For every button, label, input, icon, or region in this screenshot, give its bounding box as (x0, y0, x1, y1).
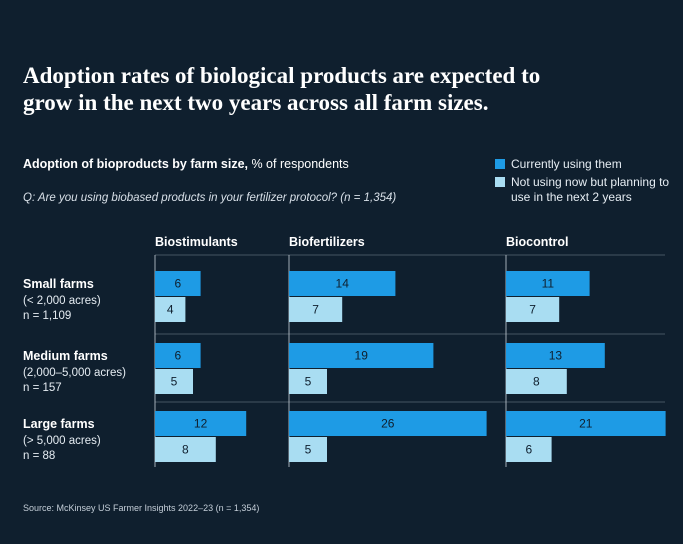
bar-biostimulants-current-row1 (155, 343, 201, 368)
legend: Currently using them Not using now but p… (495, 157, 671, 208)
chart-subtitle: Adoption of bioproducts by farm size, % … (23, 157, 349, 171)
bar-label-biofertilizers-planned-row0: 7 (312, 303, 319, 317)
legend-item-current: Currently using them (495, 157, 671, 172)
bar-label-biofertilizers-planned-row1: 5 (305, 375, 312, 389)
legend-label-current: Currently using them (511, 157, 622, 171)
row-label-2: Large farms (23, 417, 95, 431)
survey-question: Q: Are you using biobased products in yo… (23, 192, 397, 204)
bar-biocontrol-current-row1 (506, 343, 605, 368)
bar-label-biocontrol-current-row2: 21 (579, 417, 593, 431)
legend-swatch-planned (495, 177, 505, 187)
bar-biostimulants-current-row0 (155, 271, 201, 296)
bar-label-biofertilizers-planned-row2: 5 (305, 443, 312, 457)
column-header-biofertilizers: Biofertilizers (289, 235, 365, 249)
row-detail-2: (> 5,000 acres) (23, 435, 101, 447)
bar-biocontrol-planned-row1 (506, 369, 567, 394)
legend-label-planned: Not using now but planning to use in the… (511, 175, 670, 204)
row-n-2: n = 88 (23, 450, 55, 462)
bar-biofertilizers-planned-row0 (289, 297, 343, 322)
bar-label-biofertilizers-current-row2: 26 (381, 417, 395, 431)
bar-label-biostimulants-planned-row1: 5 (171, 375, 178, 389)
column-header-biostimulants: Biostimulants (155, 235, 238, 249)
bar-label-biocontrol-current-row0: 11 (542, 277, 555, 291)
bar-biofertilizers-current-row1 (289, 343, 434, 368)
legend-item-planned: Not using now but planning to use in the… (495, 175, 671, 205)
title-line-1: Adoption rates of biological products ar… (23, 63, 541, 88)
bar-biostimulants-planned-row2 (155, 437, 216, 462)
bar-label-biocontrol-current-row1: 13 (549, 349, 563, 363)
bar-label-biocontrol-planned-row2: 6 (525, 443, 532, 457)
bar-biocontrol-current-row0 (506, 271, 590, 296)
row-n-0: n = 1,109 (23, 310, 71, 322)
row-n-1: n = 157 (23, 382, 62, 394)
title-line-2: grow in the next two years across all fa… (23, 90, 489, 115)
bar-biocontrol-current-row2 (506, 411, 666, 436)
bar-biostimulants-planned-row0 (155, 297, 186, 322)
bar-biocontrol-planned-row2 (506, 437, 552, 462)
chart-title: Adoption rates of biological products ar… (23, 62, 643, 116)
bar-label-biostimulants-planned-row2: 8 (182, 443, 189, 457)
source-note: Source: McKinsey US Farmer Insights 2022… (23, 503, 260, 513)
subtitle-bold: Adoption of bioproducts by farm size, (23, 157, 248, 171)
bar-biofertilizers-planned-row2 (289, 437, 327, 462)
row-label-1: Medium farms (23, 349, 108, 363)
column-header-biocontrol: Biocontrol (506, 235, 569, 249)
bar-label-biostimulants-planned-row0: 4 (167, 303, 174, 317)
bar-label-biostimulants-current-row2: 12 (194, 417, 208, 431)
bar-label-biostimulants-current-row1: 6 (174, 349, 181, 363)
bar-biofertilizers-current-row2 (289, 411, 487, 436)
bar-biostimulants-planned-row1 (155, 369, 193, 394)
row-detail-1: (2,000–5,000 acres) (23, 367, 126, 379)
bar-biocontrol-planned-row0 (506, 297, 560, 322)
bar-label-biostimulants-current-row0: 6 (174, 277, 181, 291)
bar-biostimulants-current-row2 (155, 411, 247, 436)
row-detail-0: (< 2,000 acres) (23, 295, 101, 307)
bar-label-biocontrol-planned-row1: 8 (533, 375, 540, 389)
bar-biofertilizers-planned-row1 (289, 369, 327, 394)
bar-label-biocontrol-planned-row0: 7 (529, 303, 536, 317)
row-label-0: Small farms (23, 277, 94, 291)
bar-biofertilizers-current-row0 (289, 271, 396, 296)
bar-label-biofertilizers-current-row0: 14 (336, 277, 350, 291)
bar-label-biofertilizers-current-row1: 19 (355, 349, 369, 363)
subtitle-rest: % of respondents (248, 157, 349, 171)
legend-swatch-current (495, 159, 505, 169)
